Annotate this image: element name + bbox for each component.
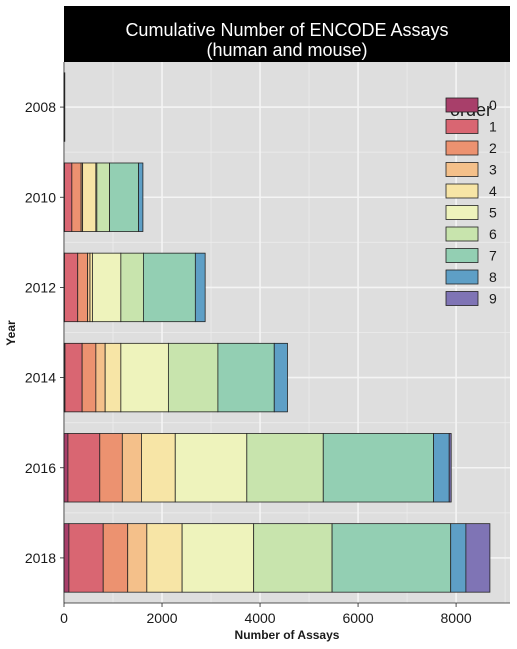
bar-2018-order-4 — [146, 523, 183, 593]
bar-2016-order-1 — [67, 433, 101, 503]
bar-2016-order-2 — [99, 433, 123, 503]
y-axis: 2008 2010 2012 2014 2016 2018 — [25, 62, 65, 603]
bar-2018-order-1 — [68, 523, 104, 593]
bar-2010-order-7 — [109, 162, 139, 232]
bar-2014-order-2 — [81, 342, 97, 413]
bar-2018-order-7 — [331, 523, 452, 593]
bar-2016-order-7 — [322, 433, 434, 503]
x-axis-title: Number of Assays — [235, 628, 340, 642]
bar-2012-order-1 — [64, 252, 79, 323]
bar-2018-order-9 — [465, 523, 491, 593]
legend-key-2 — [445, 140, 479, 156]
bar-2012-order-6 — [120, 252, 144, 323]
bar-2014-order-4 — [104, 342, 122, 413]
bar-2018-order-6 — [253, 523, 333, 593]
legend-label-2: 2 — [489, 140, 497, 156]
bar-2014-order-6 — [167, 342, 219, 413]
legend-key-6 — [445, 226, 479, 242]
legend-label-8: 8 — [489, 269, 497, 285]
x-tick-label: 8000 — [441, 610, 472, 626]
bar-2012-order-2 — [77, 252, 88, 323]
legend-label-3: 3 — [489, 162, 497, 178]
y-axis-title: Year — [4, 320, 18, 346]
bar-2012-order-7 — [142, 252, 196, 323]
bar-2012-order-5 — [92, 252, 122, 323]
y-tick-label: 2018 — [25, 550, 56, 566]
y-tick-label: 2014 — [25, 370, 56, 386]
bar-2014-order-5 — [120, 342, 169, 413]
x-axis: 0 2000 4000 6000 8000 — [60, 602, 510, 626]
bar-2016-order-9 — [448, 433, 452, 503]
bar-2014-order-7 — [217, 342, 275, 413]
bar-2016-order-8 — [433, 433, 450, 503]
legend-label-6: 6 — [489, 226, 497, 242]
bar-2014-order-8 — [273, 342, 288, 413]
bar-2016-order-0 — [63, 433, 69, 503]
bar-2010-order-8 — [138, 162, 144, 232]
bar-2016-order-3 — [121, 433, 142, 503]
y-tick-label: 2008 — [25, 99, 56, 115]
legend-label-5: 5 — [489, 205, 497, 221]
x-tick-label: 2000 — [146, 610, 177, 626]
bars — [63, 72, 491, 593]
y-tick-label: 2012 — [25, 279, 56, 295]
bar-2012-order-8 — [194, 252, 206, 323]
title-strip — [64, 6, 510, 62]
legend-label-9: 9 — [489, 291, 497, 307]
bar-2018-order-8 — [450, 523, 467, 593]
bar-2018-order-3 — [127, 523, 148, 593]
bar-2010-order-2 — [71, 162, 82, 232]
bar-2014-order-1 — [64, 342, 83, 413]
chart-title-line-2: (human and mouse) — [206, 40, 367, 60]
legend-key-8 — [445, 269, 479, 285]
legend-label-4: 4 — [489, 183, 497, 199]
legend-key-5 — [445, 205, 479, 220]
bar-2016-order-4 — [141, 433, 176, 503]
legend-key-1 — [445, 119, 479, 134]
bar-2018-order-0 — [63, 523, 70, 593]
bar-2010-order-1 — [64, 162, 73, 232]
x-tick-label: 4000 — [244, 610, 275, 626]
legend-key-7 — [445, 248, 479, 263]
legend-key-4 — [445, 183, 479, 199]
bar-2014-order-3 — [95, 342, 106, 413]
bar-2016-order-5 — [174, 433, 248, 503]
bar-2018-order-2 — [102, 523, 129, 593]
bar-2016-order-6 — [246, 433, 324, 503]
bar-2010-order-4 — [82, 162, 97, 232]
bar-2010-order-6 — [96, 162, 110, 232]
y-tick-label: 2010 — [25, 189, 56, 205]
legend-label-0: 0 — [489, 97, 497, 113]
legend-key-9 — [445, 291, 479, 306]
chart-title-line-1: Cumulative Number of ENCODE Assays — [125, 20, 448, 40]
legend-key-3 — [445, 162, 479, 177]
legend-label-7: 7 — [489, 248, 497, 264]
y-tick-label: 2016 — [25, 460, 56, 476]
bar-2018-order-5 — [181, 523, 255, 593]
x-tick-label: 0 — [60, 610, 68, 626]
legend-label-1: 1 — [489, 119, 497, 135]
legend-key-0 — [445, 97, 479, 113]
x-tick-label: 6000 — [342, 610, 373, 626]
minor-gridlines — [64, 62, 510, 603]
